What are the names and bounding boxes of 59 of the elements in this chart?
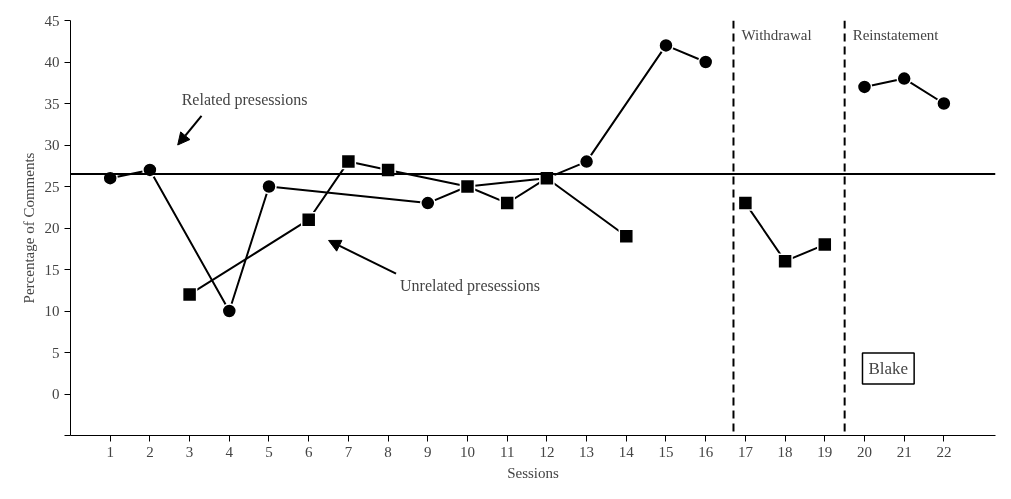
y-tick-label: 25 xyxy=(44,178,60,195)
x-tick-label: 12 xyxy=(539,443,555,460)
x-tick-label: 10 xyxy=(460,443,475,460)
y-tick-label: 40 xyxy=(44,54,60,70)
point xyxy=(499,195,515,211)
x-axis-title: Sessions xyxy=(507,464,559,481)
point xyxy=(261,178,277,195)
y-axis-title: Percentage of Comments xyxy=(20,152,37,304)
point xyxy=(578,153,595,170)
x-tick-label: 5 xyxy=(265,443,273,460)
x-tick-label: 16 xyxy=(698,443,714,460)
point xyxy=(856,79,873,95)
point xyxy=(539,170,555,186)
point xyxy=(221,303,238,319)
y-tick-label: 45 xyxy=(44,12,60,29)
point xyxy=(777,253,793,269)
x-tick-label: 8 xyxy=(384,443,392,460)
point xyxy=(896,70,912,87)
point xyxy=(380,162,396,178)
point xyxy=(817,236,833,253)
x-tick-label: 15 xyxy=(658,443,674,460)
point xyxy=(658,37,674,54)
x-tick-label: 19 xyxy=(817,443,833,460)
x-tick-label: 7 xyxy=(344,443,353,460)
point xyxy=(936,95,952,112)
x-tick-label: 18 xyxy=(777,443,793,460)
x-tick-label: 20 xyxy=(856,443,872,460)
annotation: Related presessions xyxy=(181,90,308,109)
y-tick-label: 20 xyxy=(44,220,60,236)
x-tick-label: 3 xyxy=(185,443,194,460)
point xyxy=(181,286,198,303)
annotation: Unrelated presessions xyxy=(400,277,540,296)
x-tick-label: 14 xyxy=(618,443,635,460)
point xyxy=(340,153,357,170)
x-tick-label: 1 xyxy=(106,443,114,460)
x-tick-label: 6 xyxy=(304,443,313,460)
x-tick-label: 22 xyxy=(936,443,952,460)
x-tick-label: 4 xyxy=(225,443,234,460)
ref-line-label: Withdrawal xyxy=(741,26,812,43)
ref-line-label: Reinstatement xyxy=(852,26,940,43)
x-tick-label: 2 xyxy=(146,443,154,460)
annotation: Blake xyxy=(868,359,909,379)
y-tick-label: 5 xyxy=(52,344,60,361)
point xyxy=(459,178,476,195)
x-tick-label: 9 xyxy=(424,443,432,460)
x-tick-label: 21 xyxy=(896,443,912,460)
y-tick-label: 10 xyxy=(44,303,60,319)
x-tick-label: 11 xyxy=(499,443,515,460)
x-tick-label: 13 xyxy=(579,443,595,460)
point xyxy=(300,211,317,228)
point xyxy=(618,228,635,245)
point xyxy=(737,195,754,211)
y-tick-label: 15 xyxy=(44,261,60,278)
y-tick-label: 30 xyxy=(44,137,60,153)
x-tick-label: 17 xyxy=(737,443,754,460)
point xyxy=(697,54,714,70)
point xyxy=(420,195,436,211)
y-tick-label: 0 xyxy=(52,386,60,402)
y-tick-label: 35 xyxy=(44,95,60,112)
